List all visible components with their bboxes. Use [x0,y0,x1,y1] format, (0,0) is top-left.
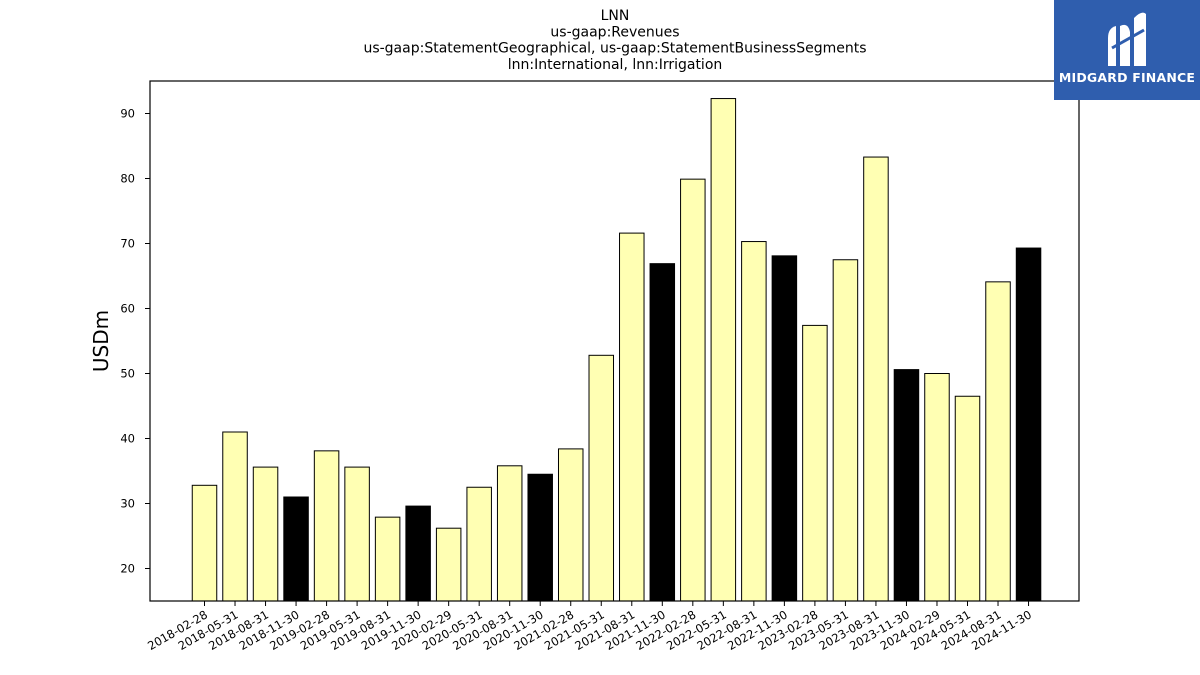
bar-2018-05-31 [222,431,248,602]
bar-2021-08-31 [619,232,645,602]
bar-2019-08-31 [374,516,401,602]
y-axis: 20 30 40 50 60 70 80 90 [120,107,150,576]
bar-2021-11-30 [649,263,676,602]
bar-2019-02-28 [313,450,340,602]
y-tick-label: 30 [120,497,135,511]
bar-2019-05-31 [344,466,370,602]
bar-2022-05-31 [710,98,737,602]
title-line-4: lnn:International, lnn:Irrigation [508,57,723,73]
bar-2023-11-30 [893,369,920,602]
title-line-2: us-gaap:Revenues [550,24,679,40]
y-tick-label: 50 [120,367,135,381]
bar-2022-11-30 [771,255,798,602]
bar-2018-08-31 [252,466,279,602]
y-tick-label: 20 [120,562,135,576]
logo-brand-text: MIDGARD FINANCE [1058,70,1196,85]
bar-2024-08-31 [985,281,1011,602]
title-line-1: LNN [601,8,630,24]
bar-2021-02-28 [557,448,584,602]
y-tick-label: 90 [120,107,135,121]
bar-2020-02-29 [435,527,462,602]
bar-2024-11-30 [1015,247,1042,602]
bar-2023-02-28 [802,324,828,602]
bar-2021-05-31 [588,354,615,602]
bar-2018-11-30 [283,496,309,602]
y-tick-label: 80 [120,172,135,186]
midgard-finance-logo: MIDGARD FINANCE [1054,0,1200,100]
bar-2023-05-31 [832,259,859,602]
bar-2020-11-30 [527,473,553,602]
bar-2020-08-31 [496,465,523,602]
y-tick-label: 70 [120,237,135,251]
bar-2022-02-28 [680,178,706,602]
bar-2018-02-28 [191,484,218,602]
y-axis-label: USDm [89,310,113,372]
title-line-3: us-gaap:StatementGeographical, us-gaap:S… [363,41,866,57]
x-axis: 2018-02-282018-05-312018-08-312018-11-30… [145,601,1034,653]
midgard-m-icon [1108,12,1146,67]
bar-2023-08-31 [863,156,889,602]
bar-2024-02-29 [924,373,950,602]
bar-2024-05-31 [954,395,981,602]
bar-2022-08-31 [741,241,767,602]
chart-title: LNNus-gaap:Revenuesus-gaap:StatementGeog… [363,8,866,73]
bar-2019-11-30 [405,505,431,602]
bars-group [191,98,1042,602]
plot-frame [149,80,1080,602]
y-tick-label: 40 [120,432,135,446]
bar-2020-05-31 [466,486,492,602]
y-tick-label: 60 [120,302,135,316]
